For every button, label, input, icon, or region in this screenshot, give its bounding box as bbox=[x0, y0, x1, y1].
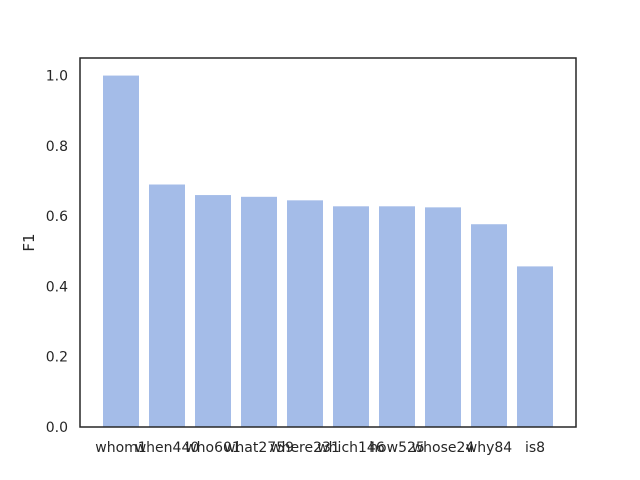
x-tick-label: when440 bbox=[135, 440, 200, 456]
bar-how525 bbox=[379, 206, 415, 427]
x-tick-label: where231 bbox=[270, 440, 340, 456]
bar-why84 bbox=[471, 224, 507, 427]
plot-frame bbox=[79, 57, 577, 428]
y-tick-label: 0.0 bbox=[46, 420, 68, 436]
x-tick-label: how525 bbox=[369, 440, 425, 456]
y-tick-label: 0.6 bbox=[46, 209, 68, 225]
bar-when440 bbox=[149, 184, 185, 427]
bar-who601 bbox=[195, 195, 231, 427]
x-tick-label: is8 bbox=[525, 440, 545, 456]
bar-is8 bbox=[517, 266, 553, 427]
x-tick-label: why84 bbox=[466, 440, 513, 456]
bar-which146 bbox=[333, 206, 369, 427]
y-tick-label: 1.0 bbox=[46, 69, 68, 85]
bar-whom1 bbox=[103, 75, 139, 428]
x-tick-label: whose24 bbox=[412, 440, 475, 456]
y-tick-label: 0.2 bbox=[46, 350, 68, 366]
x-axis-ticks: whom1when440who601what2759where231which1… bbox=[95, 440, 545, 456]
x-tick-label: which146 bbox=[317, 440, 385, 456]
y-axis-label: F1 bbox=[20, 233, 38, 251]
x-tick-label: who601 bbox=[185, 440, 241, 456]
x-tick-label: what2759 bbox=[224, 440, 294, 456]
bars-group bbox=[103, 75, 553, 428]
y-axis-ticks: 0.0 0.2 0.4 0.6 0.8 1.0 bbox=[46, 69, 68, 436]
y-tick-label: 0.8 bbox=[46, 139, 68, 155]
bar-what2759 bbox=[241, 196, 277, 427]
bar-where231 bbox=[287, 200, 323, 427]
x-tick-label: whom1 bbox=[95, 440, 146, 456]
bar-whose24 bbox=[425, 207, 461, 427]
y-tick-label: 0.4 bbox=[46, 279, 68, 295]
